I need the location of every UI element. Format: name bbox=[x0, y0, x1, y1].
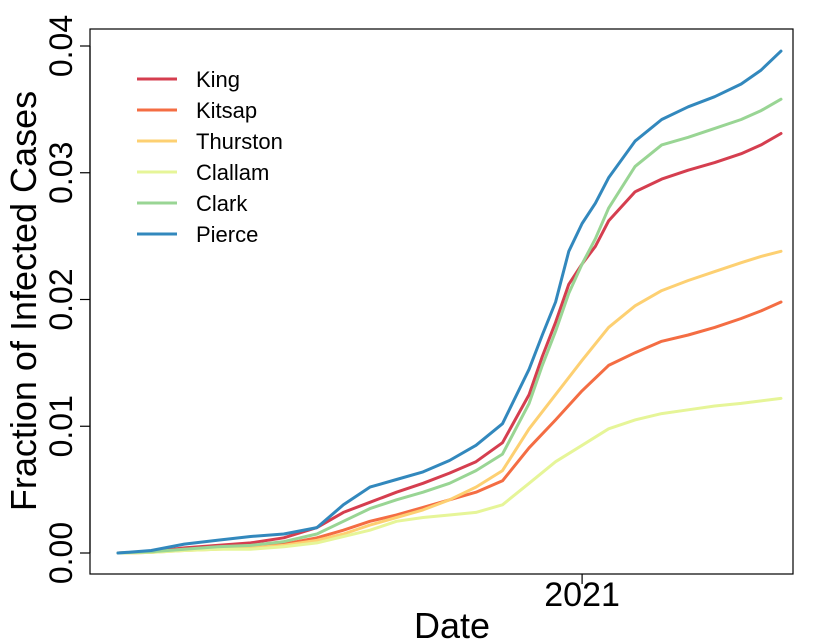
series-line-pierce bbox=[116, 49, 783, 555]
y-tick-label: 0.01 bbox=[43, 395, 79, 457]
legend: King Kitsap Thurston Clallam Clark Pierce bbox=[137, 67, 283, 247]
x-axis: 2021 bbox=[544, 574, 620, 614]
y-tick-label: 0.02 bbox=[43, 268, 79, 330]
legend-label-clark: Clark bbox=[196, 191, 248, 216]
legend-label-kitsap: Kitsap bbox=[196, 98, 257, 123]
y-axis: 0.00 0.01 0.02 0.03 0.04 bbox=[43, 15, 91, 584]
x-axis-title: Date bbox=[414, 605, 490, 642]
y-tick-label: 0.03 bbox=[43, 142, 79, 204]
series-line-clallam bbox=[116, 396, 783, 555]
series-layer bbox=[116, 49, 783, 555]
series-line-clark bbox=[116, 97, 783, 555]
y-axis-title: Fraction of Infected Cases bbox=[3, 91, 44, 511]
y-tick-label: 0.00 bbox=[43, 522, 79, 584]
series-line-thurston bbox=[116, 249, 783, 555]
y-tick-label: 0.04 bbox=[43, 15, 79, 77]
legend-label-king: King bbox=[196, 67, 240, 92]
series-line-king bbox=[116, 132, 783, 555]
legend-label-clallam: Clallam bbox=[196, 160, 269, 185]
legend-label-pierce: Pierce bbox=[196, 222, 258, 247]
x-tick-label: 2021 bbox=[544, 576, 620, 614]
legend-label-thurston: Thurston bbox=[196, 129, 283, 154]
